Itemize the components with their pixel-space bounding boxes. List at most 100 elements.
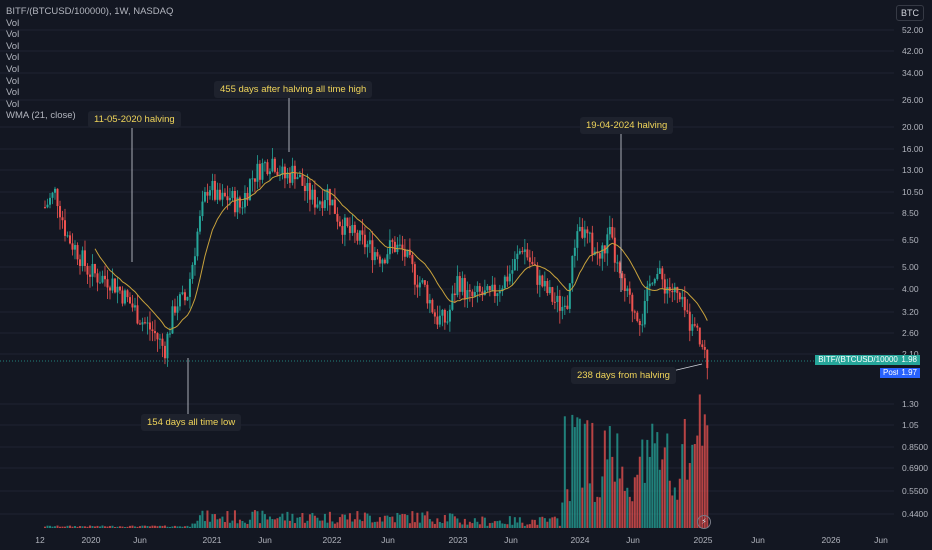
candle-body xyxy=(418,282,421,288)
volume-bar xyxy=(101,525,104,528)
candle-body xyxy=(221,192,224,200)
candle-body xyxy=(238,197,241,208)
candle-body xyxy=(628,288,631,295)
candle-body xyxy=(326,188,329,201)
candle-body xyxy=(476,286,479,293)
candle-body xyxy=(638,320,641,325)
volume-bar xyxy=(493,521,496,528)
candle-body xyxy=(458,276,461,292)
candle-body xyxy=(248,179,251,201)
candle-body xyxy=(366,244,369,248)
volume-bar xyxy=(591,422,594,528)
volume-bar xyxy=(473,518,476,528)
candle-body xyxy=(126,290,129,298)
volume-bar xyxy=(306,520,309,528)
volume-bar xyxy=(431,521,434,528)
volume-bar xyxy=(151,525,154,528)
volume-bar xyxy=(573,427,576,528)
candle-body xyxy=(106,279,109,288)
candle-body xyxy=(243,192,246,208)
volume-bar xyxy=(248,519,251,528)
candle-body xyxy=(163,345,166,359)
legend-vol: Vol xyxy=(6,52,20,64)
volume-bar xyxy=(698,394,701,528)
volume-bar xyxy=(131,525,134,528)
volume-bar xyxy=(426,511,429,528)
candle-body xyxy=(631,294,634,312)
candle-body xyxy=(206,191,209,196)
volume-bar xyxy=(273,519,276,528)
candle-body xyxy=(691,324,694,331)
volume-bar xyxy=(206,510,209,528)
candle-body xyxy=(233,191,236,213)
candle-body xyxy=(651,283,654,285)
volume-bar xyxy=(341,514,344,528)
volume-bar xyxy=(361,521,364,528)
lightning-icon[interactable]: ⚡ xyxy=(697,515,711,529)
candle-body xyxy=(88,274,91,277)
candle-body xyxy=(306,183,309,192)
candle-body xyxy=(488,286,491,291)
volume-bar xyxy=(286,511,289,528)
volume-bar xyxy=(576,417,579,528)
candle-body xyxy=(523,249,526,252)
volume-bar xyxy=(648,456,651,528)
candle-body xyxy=(343,217,346,235)
time-tick-label: 2024 xyxy=(571,535,590,545)
volume-bar xyxy=(541,516,544,528)
currency-badge[interactable]: BTC xyxy=(896,5,924,21)
time-tick-label: Jun xyxy=(874,535,888,545)
volume-bar xyxy=(213,514,216,528)
candle-body xyxy=(706,349,709,369)
volume-bar xyxy=(621,466,624,528)
volume-bar xyxy=(563,416,566,528)
volume-bar xyxy=(686,479,689,528)
candle-body xyxy=(166,333,169,359)
candle-body xyxy=(636,312,639,321)
candle-body xyxy=(368,240,371,245)
volume-bar xyxy=(406,515,409,528)
volume-bar xyxy=(61,526,64,528)
volume-bar xyxy=(676,499,679,528)
candle-body xyxy=(216,189,219,200)
candle-body xyxy=(133,305,136,308)
volume-bar xyxy=(346,519,349,528)
volume-bar xyxy=(688,463,691,528)
volume-bar xyxy=(181,526,184,528)
volume-bar xyxy=(178,526,181,528)
volume-bar xyxy=(583,423,586,528)
candle-body xyxy=(563,305,566,307)
candle-body xyxy=(98,282,101,284)
candle-body xyxy=(588,232,591,234)
candle-body xyxy=(118,286,121,291)
candle-body xyxy=(143,322,146,324)
volume-bar xyxy=(216,519,219,528)
volume-bar xyxy=(58,526,61,528)
legend-wma: WMA (21, close) xyxy=(6,110,76,122)
candle-body xyxy=(483,290,486,296)
candle-body xyxy=(571,255,574,284)
volume-bar xyxy=(643,482,646,528)
volume-bar xyxy=(366,513,369,528)
candle-body xyxy=(436,316,439,325)
volume-bar xyxy=(671,495,674,528)
volume-bar xyxy=(256,511,259,528)
volume-bar xyxy=(173,525,176,528)
volume-bar xyxy=(418,522,421,528)
volume-bar xyxy=(503,523,506,528)
volume-bar xyxy=(471,523,474,528)
volume-bar xyxy=(56,525,59,528)
candle-body xyxy=(406,249,409,257)
volume-bar xyxy=(428,519,431,528)
candle-body xyxy=(51,192,54,198)
volume-bar xyxy=(638,456,641,528)
volume-bar xyxy=(88,525,91,528)
candle-body xyxy=(161,338,164,346)
candle-body xyxy=(423,280,426,285)
volume-bar xyxy=(498,520,501,528)
volume-bar xyxy=(613,481,616,528)
volume-bar xyxy=(196,520,199,528)
candle-body xyxy=(566,305,569,309)
volume-bar xyxy=(608,426,611,528)
